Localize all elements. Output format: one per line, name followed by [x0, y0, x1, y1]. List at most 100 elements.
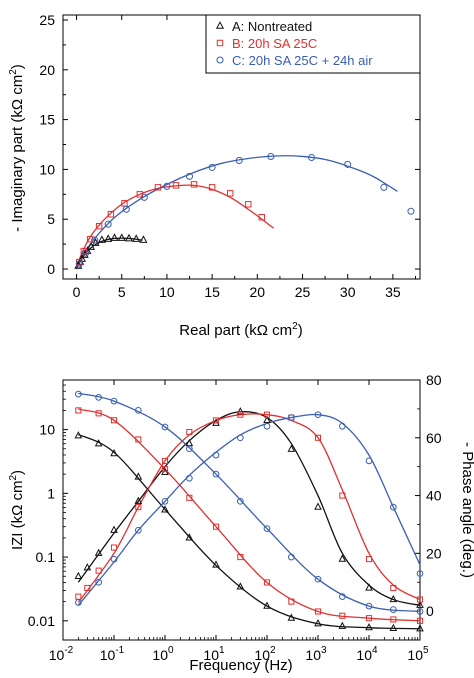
bode-modulus-point-a — [212, 560, 220, 568]
legend: A: Nontreated B: 20h SA 25C C: 20h SA 25C … — [205, 14, 421, 74]
bode-phase-point-a — [263, 415, 271, 424]
bode-phase-point-b — [416, 596, 424, 603]
bode-left-y-ticks: 0.01 0.1 1 10 — [28, 384, 68, 629]
nyquist-point-c — [163, 182, 171, 190]
nyquist-x-tick-label: 20 — [250, 284, 266, 300]
nyquist-point-a — [117, 233, 126, 241]
bode-phase-point-c — [236, 434, 244, 442]
legend-label-c: C: 20h SA 25C + 24h air — [232, 53, 373, 68]
bode-phase-point-c — [365, 457, 373, 465]
nyquist-point-b — [95, 222, 103, 230]
bode-phase-point-a — [416, 600, 424, 608]
bode-modulus-point-a — [110, 448, 118, 457]
nyquist-point-c — [267, 152, 275, 161]
legend-marker-a — [215, 21, 225, 29]
bode-phase-point-c — [263, 422, 271, 430]
nyquist-point-b — [190, 181, 198, 188]
bode-modulus-point-c — [389, 606, 397, 613]
legend-label-b: B: 20h SA 25C — [232, 36, 317, 51]
bode-modulus-point-b — [135, 436, 142, 443]
bode-phase-point-a — [83, 563, 92, 571]
bode-phase-point-c — [75, 599, 82, 606]
bode-modulus-point-a — [416, 624, 424, 632]
nyquist-point-c — [75, 260, 83, 268]
bode-x-tick-label: 101 — [203, 645, 225, 663]
legend-box — [205, 14, 421, 74]
bode-phase-point-b — [95, 567, 102, 574]
nyquist-y-axis-label: - Imaginary part (kΩ cm2) — [8, 64, 26, 232]
bode-modulus-point-c — [161, 423, 169, 431]
bode-modulus-point-a — [94, 439, 103, 447]
bode-modulus-point-b — [416, 617, 424, 624]
bode-x-tick-label: 100 — [152, 645, 174, 663]
nyquist-point-b — [107, 211, 115, 218]
bode-right-y-tick-label: 20 — [426, 545, 442, 561]
legend-marker-b — [216, 39, 224, 47]
bode-phase-point-c — [338, 422, 346, 430]
bode-modulus-point-a — [365, 623, 373, 631]
bode-modulus-point-c — [314, 575, 322, 583]
nyquist-point-c — [91, 236, 99, 244]
bode-modulus-point-b — [95, 410, 102, 417]
bode-modulus-point-a — [389, 623, 398, 632]
bode-phase-point-a — [74, 571, 83, 580]
bode-left-y-tick-label: 1 — [47, 485, 55, 501]
bode-right-y-tick-label: 60 — [426, 430, 442, 446]
nyquist-point-b — [258, 214, 266, 221]
bode-phase-point-c — [95, 578, 102, 586]
nyquist-x-tick-label: 35 — [385, 284, 401, 300]
bode-modulus-point-b — [212, 523, 220, 530]
nyquist-fit-line-b — [75, 184, 274, 270]
bode-phase-point-a — [287, 444, 296, 452]
nyquist-point-b — [121, 200, 128, 207]
bode-modulus-point-a — [263, 601, 271, 609]
bode-modulus-point-c — [75, 390, 82, 398]
bode-phase-point-b — [75, 593, 82, 600]
bode-modulus-point-c — [212, 470, 220, 478]
bode-x-axis-label: Frequency (Hz) — [189, 657, 292, 674]
bode-phase-point-c — [287, 414, 295, 421]
nyquist-point-a — [86, 242, 96, 250]
nyquist-point-c — [380, 183, 388, 191]
nyquist-y-tick-label: 0 — [47, 261, 55, 277]
bode-phase-point-b — [237, 411, 244, 418]
bode-modulus-point-c — [110, 397, 118, 405]
bode-modulus-point-b — [314, 608, 322, 615]
bode-phase-point-b — [135, 504, 142, 511]
nyquist-y-tick-label: 10 — [39, 161, 55, 177]
bode-x-tick-label: 104 — [356, 645, 378, 663]
bode-modulus-point-c — [365, 602, 373, 610]
bode-phase-fit-a — [77, 411, 421, 606]
bode-modulus-point-b — [110, 417, 118, 424]
nyquist-y-tick-label: 25 — [39, 12, 55, 28]
bode-modulus-point-a — [185, 533, 194, 541]
bode-modulus-point-c — [95, 394, 102, 401]
nyquist-data-points — [74, 152, 415, 269]
bode-phase-point-b — [365, 556, 373, 563]
bode-left-y-tick-label: 10 — [39, 422, 55, 438]
bode-right-y-tick-label: 80 — [426, 372, 442, 388]
bode-phase-point-c — [161, 497, 169, 505]
nyquist-x-ticks: 0 5 10 15 20 25 30 35 — [73, 15, 416, 300]
bode-modulus-fit-b — [78, 408, 421, 622]
bode-phase-point-a — [94, 548, 103, 556]
nyquist-x-tick-label: 0 — [73, 284, 81, 300]
bode-phase-point-b — [390, 584, 397, 592]
nyquist-point-a — [97, 235, 106, 243]
nyquist-x-tick-label: 15 — [204, 284, 220, 300]
bode-modulus-point-b — [390, 616, 397, 623]
bode-panel: 10-2 10-1 100 101 102 103 104 105 0.01 0.1 1 10 0 2… — [8, 372, 474, 674]
bode-modulus-point-b — [237, 554, 244, 561]
bode-left-y-axis-label: IZI (kΩ cm2) — [8, 470, 26, 550]
bode-data-points — [74, 390, 424, 632]
bode-modulus-point-c — [287, 553, 295, 561]
nyquist-point-c — [308, 153, 316, 162]
nyquist-point-b — [172, 182, 180, 189]
bode-modulus-point-a — [314, 619, 322, 627]
nyquist-x-tick-label: 10 — [159, 284, 175, 300]
bode-x-tick-label: 103 — [305, 645, 327, 663]
bode-phase-fit-b — [77, 413, 421, 603]
nyquist-x-tick-label: 30 — [340, 284, 356, 300]
bode-modulus-point-b — [75, 407, 82, 414]
bode-phase-point-c — [185, 474, 193, 482]
